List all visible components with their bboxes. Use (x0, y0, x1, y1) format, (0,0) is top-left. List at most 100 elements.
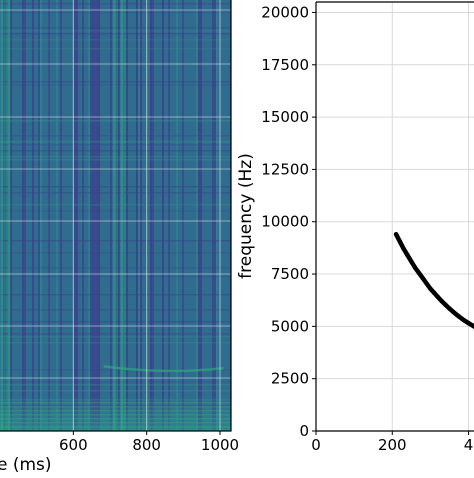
frequency-curve-point (447, 306, 452, 311)
frequency-plot-y-tick-label: 7500 (271, 265, 309, 283)
spectrogram-texture-column (150, 0, 152, 431)
spectrogram-texture-column (98, 0, 100, 431)
spectrogram-texture-column (56, 0, 58, 431)
spectrogram-texture-column (76, 0, 78, 431)
frequency-plot-grid (315, 2, 474, 432)
spectrogram-texture-column (182, 0, 184, 431)
spectrogram-low-band-stripe (0, 410, 231, 412)
spectrogram-texture-column (212, 0, 214, 431)
frequency-plot-x-tick-label: 0 (311, 436, 321, 454)
spectrogram-low-band-stripe (0, 426, 231, 428)
spectrogram-x-axis-label: e (ms) (0, 455, 52, 474)
frequency-curve-point (462, 318, 467, 323)
spectrogram-texture-column (214, 0, 216, 431)
spectrogram-texture-column (74, 0, 76, 431)
spectrogram-texture-row (0, 9, 231, 11)
spectrogram-texture-column (120, 0, 122, 431)
spectrogram-texture-column (94, 0, 96, 431)
spectrogram-texture-row (0, 39, 231, 41)
spectrogram-texture-column (40, 0, 42, 431)
spectrogram-texture-column (138, 0, 140, 431)
spectrogram-texture-column (216, 0, 218, 431)
spectrogram-texture-column (152, 0, 154, 431)
spectrogram-panel: 600 800 1000 e (ms) (0, 0, 239, 475)
spectrogram-low-band-stripe (0, 402, 231, 404)
spectrogram-texture-row (0, 267, 231, 269)
spectrogram-texture-row (0, 336, 231, 338)
frequency-curve-point (401, 246, 406, 252)
spectrogram-texture-column (48, 0, 50, 431)
frequency-curve-point (413, 265, 418, 270)
spectrogram-grid (0, 0, 231, 431)
spectrogram-chirp (103, 365, 224, 373)
spectrogram-texture-row (0, 210, 231, 212)
spectrogram-texture-column (22, 0, 24, 431)
spectrogram-low-band-stripe (0, 414, 231, 416)
spectrogram-texture-row (0, 30, 231, 32)
spectrogram-texture-column (90, 0, 92, 431)
frequency-curve-point (420, 276, 425, 281)
spectrogram-texture-row (0, 276, 231, 278)
spectrogram-texture-row (0, 384, 231, 386)
spectrogram-texture-row (0, 144, 231, 146)
spectrogram-texture-column (126, 0, 128, 431)
frequency-plot-y-tick-label: 5000 (271, 317, 309, 335)
spectrogram-low-band-stripe (0, 422, 231, 424)
frequency-curve-point (454, 312, 460, 318)
spectrogram-texture-row (0, 84, 231, 86)
spectrogram-texture-row (0, 309, 231, 311)
spectrogram-transient-line (120, 0, 124, 431)
frequency-curve-line (393, 232, 474, 329)
frequency-curve-point (470, 323, 474, 328)
spectrogram-texture-row (0, 81, 231, 83)
spectrogram-texture-column (124, 0, 126, 431)
spectrogram-texture-row (0, 342, 231, 344)
frequency-plot-y-tick-label: 12500 (261, 160, 309, 178)
spectrogram-texture-column (24, 0, 26, 431)
spectrogram-texture-row (0, 204, 231, 206)
spectrogram-texture-column (110, 0, 112, 431)
spectrogram-texture-row (0, 33, 231, 35)
spectrogram-transient-line (113, 0, 116, 431)
spectrogram-texture-column (32, 0, 34, 431)
spectrogram-x-tick-label: 1000 (201, 436, 239, 454)
frequency-plot-y-tick-label: 15000 (261, 108, 309, 126)
frequency-curve-point (428, 286, 433, 291)
spectrogram-texture-column (140, 0, 142, 431)
frequency-plot-y-tick-label: 17500 (261, 56, 309, 74)
frequency-plot-panel: 0 2500 5000 7500 10000 12500 15000 17500 20000 0… (236, 1, 474, 454)
frequency-curve-point (466, 321, 471, 326)
frequency-plot-y-ticks: 0 2500 5000 7500 10000 12500 15000 17500 20000 (261, 3, 316, 440)
spectrogram-texture-column (96, 0, 98, 431)
spectrogram-texture-column (10, 0, 12, 431)
frequency-curve-point (397, 239, 403, 244)
spectrogram-texture-row (0, 159, 231, 161)
spectrogram-texture-row (0, 240, 231, 242)
spectrogram-texture-column (196, 0, 198, 431)
spectrogram-transient-line (7, 0, 11, 431)
frequency-curve-point (409, 259, 414, 264)
spectrogram-texture-column (92, 0, 94, 431)
frequency-curve-point (439, 299, 445, 304)
spectrogram-texture-row (0, 120, 231, 122)
frequency-curve-point (432, 290, 437, 296)
spectrogram-texture-column (198, 0, 200, 431)
spectrogram-transient-line (0, 0, 4, 431)
spectrogram-texture-column (200, 0, 202, 431)
spectrogram-texture-row (0, 141, 231, 143)
spectrogram-texture-column (38, 0, 40, 431)
frequency-curve (393, 232, 474, 329)
spectrogram-frame (0, 0, 232, 432)
spectrogram-texture-row (0, 3, 231, 5)
spectrogram-texture-column (6, 0, 8, 431)
frequency-plot-y-tick-label: 20000 (261, 3, 309, 21)
spectrogram-texture-column (82, 0, 84, 431)
frequency-curve-point (393, 232, 399, 237)
frequency-curve-point (416, 270, 422, 276)
spectrogram-heatmap (0, 0, 231, 431)
spectrogram-texture-row (0, 381, 231, 383)
spectrogram-texture-row (0, 150, 231, 152)
spectrogram-texture-row (0, 156, 231, 158)
